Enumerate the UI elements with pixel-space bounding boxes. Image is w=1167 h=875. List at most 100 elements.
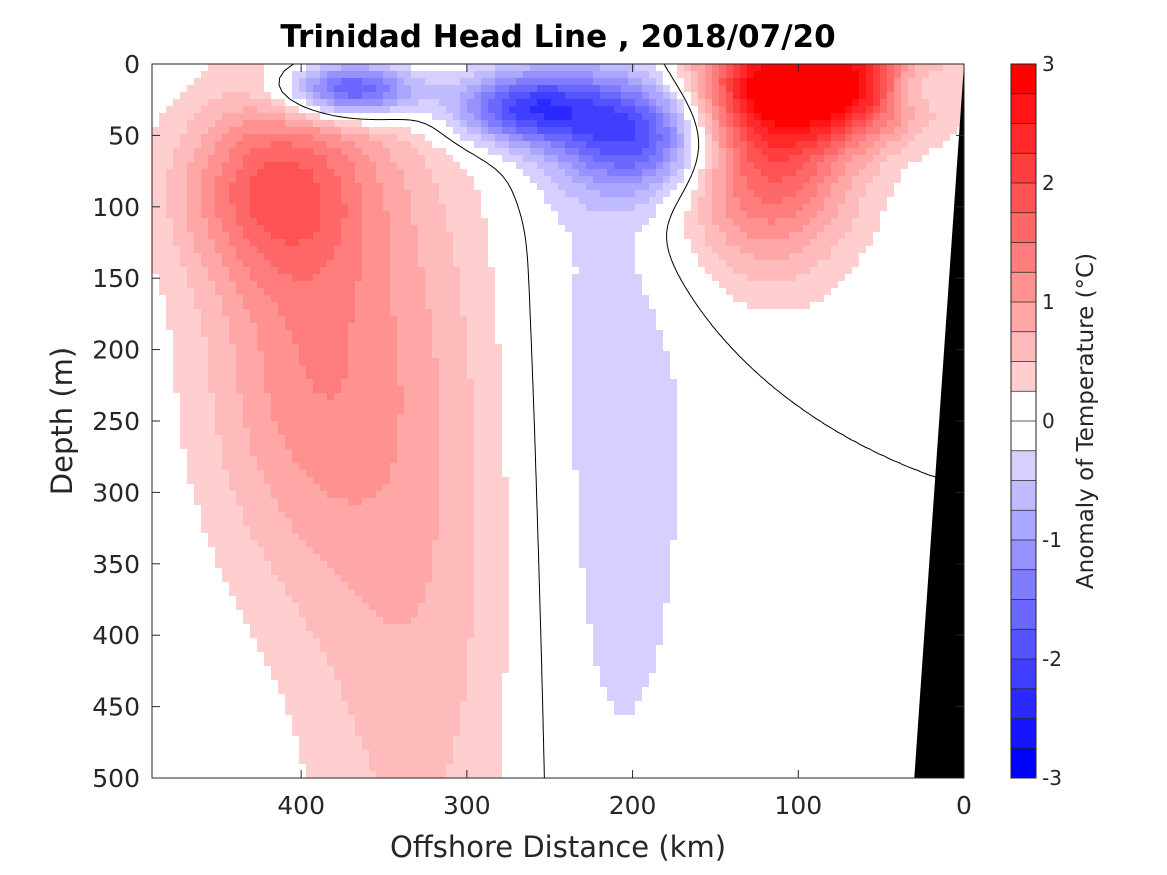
field-cell <box>173 358 181 366</box>
field-cell <box>530 351 538 359</box>
field-cell <box>621 78 629 86</box>
field-cell <box>509 92 517 100</box>
field-cell <box>873 218 881 226</box>
field-cell <box>880 225 888 233</box>
field-cell <box>712 134 720 142</box>
field-cell <box>922 253 930 261</box>
field-cell <box>677 267 685 275</box>
field-cell <box>572 134 580 142</box>
field-cell <box>761 225 769 233</box>
field-cell <box>264 92 272 100</box>
field-cell <box>516 337 524 345</box>
field-cell <box>278 197 286 205</box>
field-cell <box>719 141 727 149</box>
field-cell <box>530 358 538 366</box>
field-cell <box>677 323 685 331</box>
field-cell <box>684 358 692 366</box>
field-cell <box>698 183 706 191</box>
field-cell <box>831 176 839 184</box>
field-cell <box>467 106 475 114</box>
field-cell <box>824 64 832 72</box>
field-cell <box>922 316 930 324</box>
field-cell <box>915 176 923 184</box>
field-cell <box>677 288 685 296</box>
field-cell <box>670 141 678 149</box>
field-cell <box>943 85 951 93</box>
field-cell <box>691 204 699 212</box>
field-cell <box>572 232 580 240</box>
field-cell <box>705 141 713 149</box>
field-cell <box>383 106 391 114</box>
field-cell <box>418 330 426 338</box>
field-cell <box>901 288 909 296</box>
field-cell <box>313 106 321 114</box>
field-cell <box>859 232 867 240</box>
field-cell <box>565 330 573 338</box>
field-cell <box>747 288 755 296</box>
field-cell <box>173 176 181 184</box>
field-cell <box>348 351 356 359</box>
field-cell <box>768 337 776 345</box>
field-cell <box>544 337 552 345</box>
field-cell <box>558 274 566 282</box>
field-cell <box>488 239 496 247</box>
field-cell <box>341 316 349 324</box>
field-cell <box>873 330 881 338</box>
field-cell <box>523 162 531 170</box>
field-cell <box>537 64 545 72</box>
field-cell <box>537 288 545 296</box>
field-cell <box>908 344 916 352</box>
field-cell <box>376 64 384 72</box>
field-cell <box>495 64 503 72</box>
field-cell <box>579 71 587 79</box>
field-cell <box>621 232 629 240</box>
field-cell <box>397 358 405 366</box>
field-cell <box>740 358 748 366</box>
field-cell <box>229 134 237 142</box>
field-cell <box>866 232 874 240</box>
field-cell <box>271 295 279 303</box>
field-cell <box>761 190 769 198</box>
field-cell <box>446 148 454 156</box>
field-cell <box>208 127 216 135</box>
field-cell <box>250 127 258 135</box>
field-cell <box>698 176 706 184</box>
field-cell <box>208 344 216 352</box>
field-cell <box>173 99 181 107</box>
field-cell <box>341 211 349 219</box>
field-cell <box>740 64 748 72</box>
field-cell <box>166 106 174 114</box>
field-cell <box>229 120 237 128</box>
field-cell <box>488 71 496 79</box>
field-cell <box>719 106 727 114</box>
field-cell <box>859 225 867 233</box>
field-cell <box>446 134 454 142</box>
field-cell <box>579 302 587 310</box>
field-cell <box>740 134 748 142</box>
field-cell <box>936 253 944 261</box>
field-cell <box>432 323 440 331</box>
field-cell <box>866 113 874 121</box>
field-cell <box>320 267 328 275</box>
field-cell <box>439 316 447 324</box>
field-cell <box>614 281 622 289</box>
field-cell <box>530 211 538 219</box>
field-cell <box>579 106 587 114</box>
field-cell <box>614 176 622 184</box>
field-cell <box>586 281 594 289</box>
field-cell <box>789 169 797 177</box>
field-cell <box>740 183 748 191</box>
field-cell <box>516 127 524 135</box>
field-cell <box>292 288 300 296</box>
field-cell <box>572 337 580 345</box>
field-cell <box>516 85 524 93</box>
field-cell <box>754 260 762 268</box>
field-cell <box>383 120 391 128</box>
field-cell <box>327 239 335 247</box>
field-cell <box>572 197 580 205</box>
field-cell <box>950 204 958 212</box>
field-cell <box>810 71 818 79</box>
field-cell <box>180 71 188 79</box>
field-cell <box>243 176 251 184</box>
field-cell <box>299 99 307 107</box>
